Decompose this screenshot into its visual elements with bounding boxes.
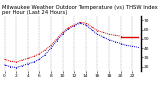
Text: Milwaukee Weather Outdoor Temperature (vs) THSW Index per Hour (Last 24 Hours): Milwaukee Weather Outdoor Temperature (v… xyxy=(2,5,157,15)
